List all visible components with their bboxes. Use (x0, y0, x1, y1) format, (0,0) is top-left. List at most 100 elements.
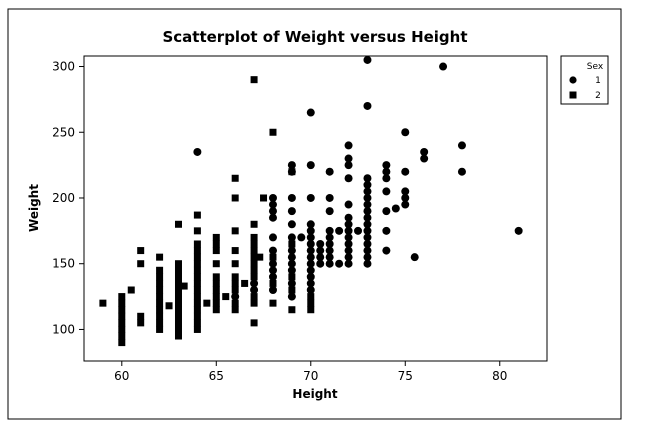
y-tick-label: 100 (52, 322, 75, 336)
point-sex-1 (287, 161, 296, 170)
point-sex-1 (363, 226, 372, 235)
point-sex-2 (212, 247, 220, 255)
point-sex-1 (287, 233, 296, 242)
point-sex-2 (231, 299, 239, 307)
point-sex-1 (363, 239, 372, 248)
legend-box (560, 55, 609, 105)
plot-frame (83, 55, 548, 362)
point-sex-1 (287, 220, 296, 229)
point-sex-1 (335, 226, 344, 235)
point-sex-1 (287, 266, 296, 275)
point-sex-1 (250, 286, 259, 295)
point-sex-2 (174, 325, 182, 333)
point-sex-1 (287, 246, 296, 255)
point-sex-2 (231, 286, 239, 294)
point-sex-1 (297, 233, 306, 242)
point-sex-1 (354, 226, 363, 235)
point-sex-2 (212, 279, 220, 287)
point-sex-1 (268, 272, 277, 281)
point-sex-2 (288, 306, 296, 314)
point-sex-2 (212, 299, 220, 307)
point-sex-2 (118, 312, 126, 320)
point-sex-1 (439, 62, 448, 71)
point-sex-2 (156, 319, 164, 327)
point-sex-1 (268, 246, 277, 255)
legend: Sex 1 2 (560, 55, 609, 105)
point-sex-2 (137, 247, 145, 255)
point-sex-1 (363, 259, 372, 268)
point-sex-2 (231, 247, 239, 255)
point-sex-2 (250, 260, 258, 268)
point-sex-2 (174, 279, 182, 287)
point-sex-1 (325, 239, 334, 248)
point-sex-2 (137, 312, 145, 320)
point-sex-2 (118, 332, 126, 340)
point-sex-2 (156, 253, 164, 261)
point-sex-1 (306, 233, 315, 242)
point-sex-2 (118, 299, 126, 307)
point-sex-1 (268, 286, 277, 295)
point-sex-1 (316, 239, 325, 248)
y-tick-label: 250 (52, 125, 75, 139)
point-sex-2 (250, 273, 258, 281)
point-sex-2 (118, 325, 126, 333)
point-sex-1 (306, 272, 315, 281)
point-sex-2 (193, 266, 201, 274)
point-sex-1 (363, 55, 372, 64)
point-sex-2 (180, 282, 188, 290)
point-sex-2 (174, 266, 182, 274)
point-sex-2 (250, 233, 258, 241)
point-sex-2 (156, 306, 164, 314)
point-sex-2 (156, 299, 164, 307)
legend-title: Sex (587, 62, 604, 72)
point-sex-2 (250, 247, 258, 255)
point-sex-1 (514, 226, 523, 235)
point-sex-1 (344, 259, 353, 268)
point-sex-2 (165, 302, 173, 310)
point-sex-2 (156, 266, 164, 274)
point-sex-1 (306, 286, 315, 295)
point-sex-2 (212, 240, 220, 248)
point-sex-2 (193, 279, 201, 287)
point-sex-2 (156, 312, 164, 320)
point-sex-1 (363, 187, 372, 196)
point-sex-2 (212, 286, 220, 294)
point-sex-1 (391, 204, 400, 213)
point-sex-1 (325, 259, 334, 268)
point-sex-2 (212, 273, 220, 281)
point-sex-1 (306, 259, 315, 268)
point-sex-2 (269, 253, 277, 261)
point-sex-2 (174, 306, 182, 314)
point-sex-1 (344, 141, 353, 150)
point-sex-2 (231, 279, 239, 287)
point-sex-1 (287, 279, 296, 288)
legend-label-1: 1 (595, 76, 601, 86)
point-sex-2 (118, 293, 126, 301)
point-sex-1 (382, 174, 391, 183)
point-sex-1 (363, 174, 372, 183)
point-sex-1 (306, 220, 315, 229)
point-sex-2 (250, 266, 258, 274)
point-sex-2 (250, 76, 258, 84)
y-tick-label: 300 (52, 60, 75, 74)
x-tick-label: 80 (492, 369, 507, 383)
point-sex-1 (268, 200, 277, 209)
point-sex-2 (288, 286, 296, 294)
x-tick-label: 65 (209, 369, 224, 383)
point-sex-1 (363, 207, 372, 216)
point-sex-2 (231, 194, 239, 202)
point-sex-2 (118, 319, 126, 327)
point-sex-1 (306, 226, 315, 235)
point-sex-2 (137, 260, 145, 268)
x-tick-label: 70 (303, 369, 318, 383)
point-sex-1 (401, 128, 410, 137)
point-sex-1 (268, 213, 277, 222)
data-points (99, 55, 523, 347)
y-axis-ticks: 100 150 200 250 300 (52, 60, 84, 336)
point-sex-2 (250, 293, 258, 301)
point-sex-2 (307, 293, 315, 301)
point-sex-1 (306, 239, 315, 248)
point-sex-2 (231, 260, 239, 268)
point-sex-1 (457, 167, 466, 176)
